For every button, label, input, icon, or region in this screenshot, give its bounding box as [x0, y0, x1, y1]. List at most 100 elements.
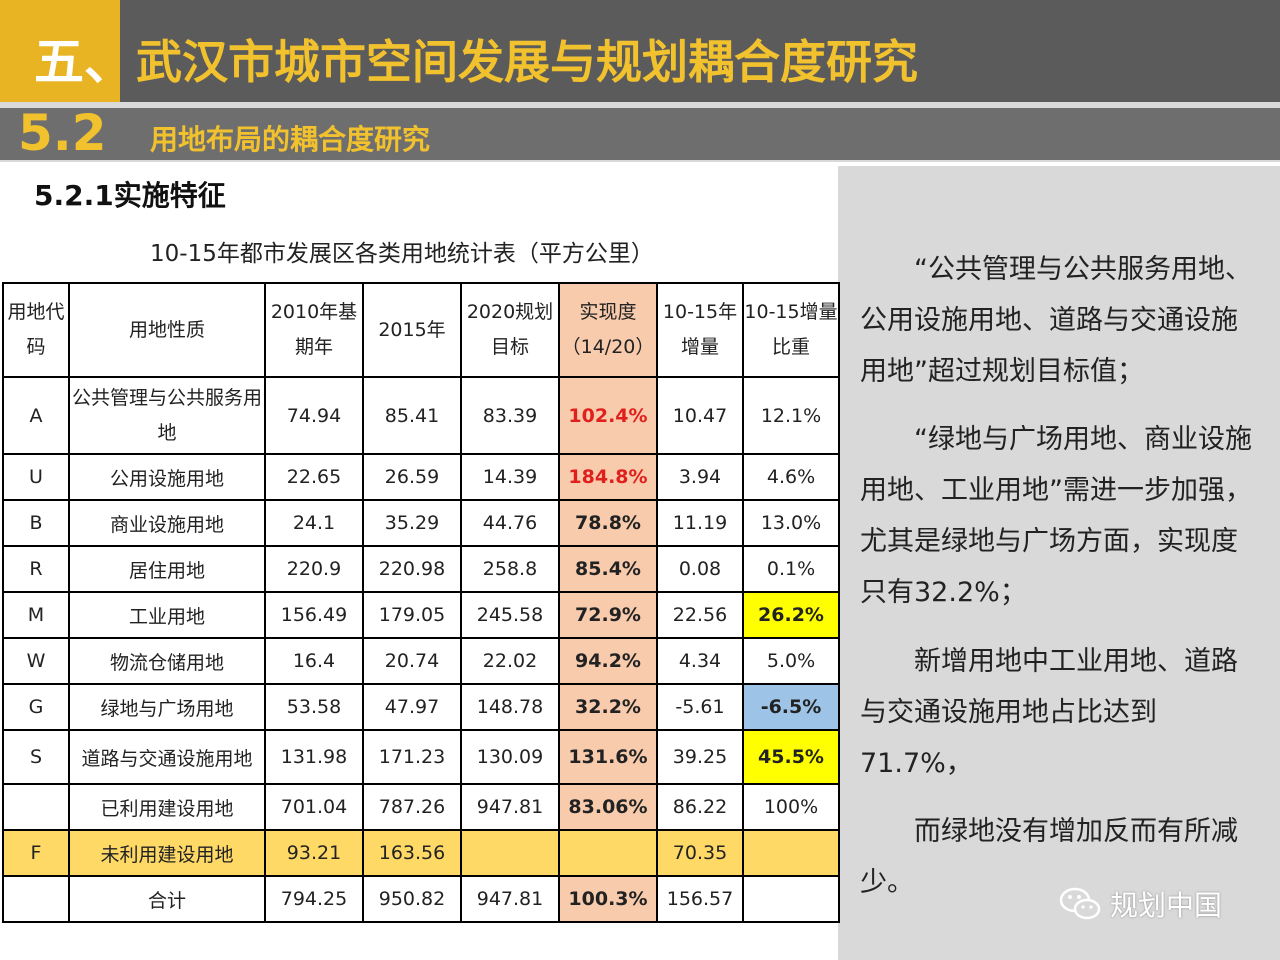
table-row: M 工业用地 156.49 179.05 245.58 72.9% 22.56 … [2, 591, 840, 639]
value-cell: 83.39 [460, 376, 560, 455]
code-cell: S [2, 729, 70, 785]
table-row: R 居住用地 220.9 220.98 258.8 85.4% 0.08 0.1… [2, 545, 840, 593]
value-cell: 22.02 [460, 637, 560, 685]
value-cell: 220.9 [264, 545, 364, 593]
table-row: W 物流仓储用地 16.4 20.74 22.02 94.2% 4.34 5.0… [2, 637, 840, 685]
ratio-cell: 72.9% [558, 591, 658, 639]
name-cell: 未利用建设用地 [68, 829, 266, 877]
header-cell: 用地代码 [2, 282, 70, 378]
table-caption: 10-15年都市发展区各类用地统计表（平方公里） [150, 241, 654, 267]
value-cell: 0.08 [656, 545, 744, 593]
value-cell: 794.25 [264, 875, 364, 923]
value-cell: 26.59 [362, 453, 462, 501]
value-cell: 171.23 [362, 729, 462, 785]
header-cell: 实现度（14/20） [558, 282, 658, 378]
ratio-cell: 78.8% [558, 499, 658, 547]
value-cell: 47.97 [362, 683, 462, 731]
ratio-cell: 100.3% [558, 875, 658, 923]
share-cell: 26.2% [742, 591, 840, 639]
value-cell: 131.98 [264, 729, 364, 785]
code-cell: A [2, 376, 70, 455]
table-row: F 未利用建设用地 93.21 163.56 70.35 [2, 829, 840, 877]
name-cell: 道路与交通设施用地 [68, 729, 266, 785]
ratio-cell: 32.2% [558, 683, 658, 731]
share-cell: -6.5% [742, 683, 840, 731]
value-cell: 35.29 [362, 499, 462, 547]
table-header-row: 用地代码 用地性质 2010年基期年 2015年 2020规划目标 实现度（14… [2, 282, 840, 378]
ratio-cell: 131.6% [558, 729, 658, 785]
value-cell: 156.57 [656, 875, 744, 923]
value-cell: 947.81 [460, 875, 560, 923]
value-cell: 16.4 [264, 637, 364, 685]
code-cell [2, 783, 70, 831]
header-cell: 2020规划目标 [460, 282, 560, 378]
share-cell [742, 875, 840, 923]
header-cell: 用地性质 [68, 282, 266, 378]
code-cell: G [2, 683, 70, 731]
value-cell: 220.98 [362, 545, 462, 593]
share-cell: 4.6% [742, 453, 840, 501]
value-cell: 39.25 [656, 729, 744, 785]
side-paragraph-3: 新增用地中工业用地、道路与交通设施用地占比达到71.7%， [860, 646, 1238, 779]
side-panel [838, 166, 1280, 960]
value-cell: 156.49 [264, 591, 364, 639]
value-cell: 44.76 [460, 499, 560, 547]
value-cell [460, 829, 560, 877]
table-row: 已利用建设用地 701.04 787.26 947.81 83.06% 86.2… [2, 783, 840, 831]
share-cell: 5.0% [742, 637, 840, 685]
code-cell [2, 875, 70, 923]
name-cell: 居住用地 [68, 545, 266, 593]
share-cell: 0.1% [742, 545, 840, 593]
header-band [0, 0, 1280, 102]
name-cell: 商业设施用地 [68, 499, 266, 547]
value-cell: 85.41 [362, 376, 462, 455]
value-cell: 24.1 [264, 499, 364, 547]
value-cell: 245.58 [460, 591, 560, 639]
header-cell: 10-15年增量 [656, 282, 744, 378]
value-cell: 950.82 [362, 875, 462, 923]
chapter-number: 五、 [34, 33, 134, 91]
share-cell: 100% [742, 783, 840, 831]
name-cell: 公用设施用地 [68, 453, 266, 501]
value-cell: -5.61 [656, 683, 744, 731]
share-cell [742, 829, 840, 877]
ratio-cell: 83.06% [558, 783, 658, 831]
value-cell: 258.8 [460, 545, 560, 593]
ratio-cell: 184.8% [558, 453, 658, 501]
value-cell: 22.56 [656, 591, 744, 639]
share-cell: 12.1% [742, 376, 840, 455]
code-cell: B [2, 499, 70, 547]
code-cell: R [2, 545, 70, 593]
value-cell: 4.34 [656, 637, 744, 685]
ratio-cell [558, 829, 658, 877]
value-cell: 86.22 [656, 783, 744, 831]
name-cell: 绿地与广场用地 [68, 683, 266, 731]
value-cell: 74.94 [264, 376, 364, 455]
value-cell: 53.58 [264, 683, 364, 731]
value-cell: 93.21 [264, 829, 364, 877]
table-row: G 绿地与广场用地 53.58 47.97 148.78 32.2% -5.61… [2, 683, 840, 731]
name-cell: 公共管理与公共服务用地 [68, 376, 266, 455]
code-cell: W [2, 637, 70, 685]
code-cell: M [2, 591, 70, 639]
name-cell: 已利用建设用地 [68, 783, 266, 831]
side-paragraph-4: 而绿地没有增加反而有所减少。 [860, 816, 1238, 898]
value-cell: 11.19 [656, 499, 744, 547]
land-use-table: 用地代码 用地性质 2010年基期年 2015年 2020规划目标 实现度（14… [2, 282, 840, 923]
side-paragraph-2: “绿地与广场用地、商业设施用地、工业用地”需进一步加强，尤其是绿地与广场方面，实… [860, 424, 1252, 608]
table-row: U 公用设施用地 22.65 26.59 14.39 184.8% 3.94 4… [2, 453, 840, 501]
name-cell: 工业用地 [68, 591, 266, 639]
table-row: B 商业设施用地 24.1 35.29 44.76 78.8% 11.19 13… [2, 499, 840, 547]
section-title: 5.2.1实施特征 [34, 179, 226, 212]
value-cell: 787.26 [362, 783, 462, 831]
subsection-number: 5.2 [18, 104, 107, 162]
value-cell: 3.94 [656, 453, 744, 501]
value-cell: 22.65 [264, 453, 364, 501]
ratio-cell: 94.2% [558, 637, 658, 685]
header-cell: 2010年基期年 [264, 282, 364, 378]
value-cell: 14.39 [460, 453, 560, 501]
chapter-title: 武汉市城市空间发展与规划耦合度研究 [136, 35, 918, 89]
name-cell: 合计 [68, 875, 266, 923]
header-cell: 2015年 [362, 282, 462, 378]
subsection-title: 用地布局的耦合度研究 [150, 123, 431, 156]
